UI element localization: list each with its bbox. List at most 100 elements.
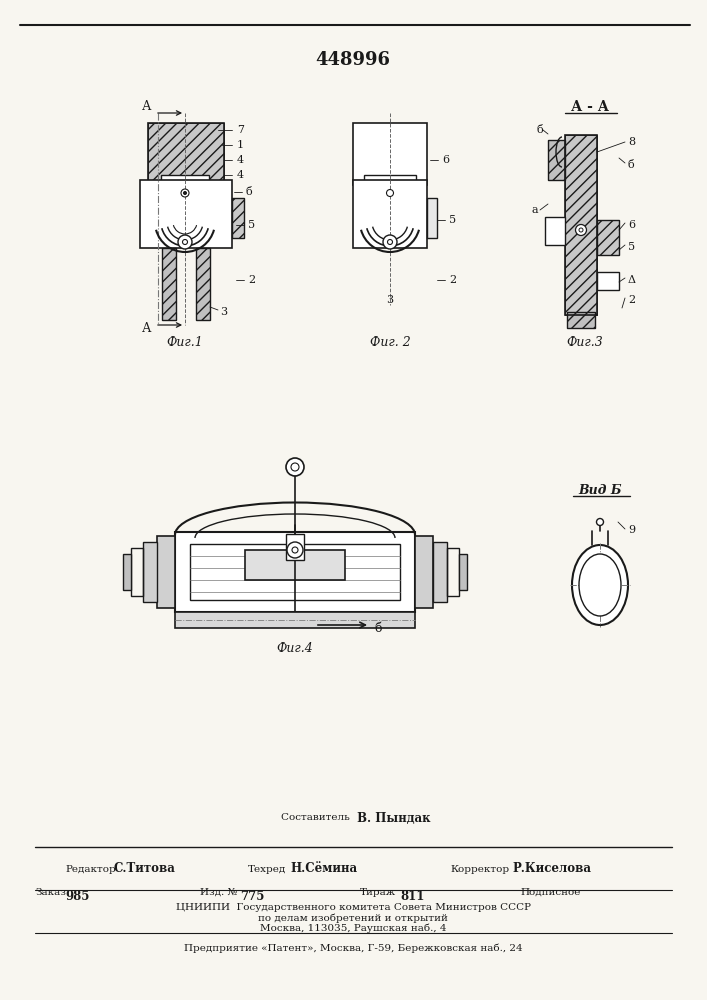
Text: 2: 2 <box>628 295 635 305</box>
Text: 2: 2 <box>248 275 255 285</box>
Text: Н.Сёмина: Н.Сёмина <box>290 862 357 876</box>
Bar <box>433 542 447 602</box>
Text: Изд. №: Изд. № <box>200 888 238 897</box>
Bar <box>181 181 188 197</box>
Bar <box>385 181 392 197</box>
Circle shape <box>575 225 587 235</box>
Bar <box>169 181 176 197</box>
Text: 2: 2 <box>449 275 456 285</box>
Text: Редактор: Редактор <box>65 864 116 874</box>
Bar <box>597 220 619 255</box>
Text: б: б <box>628 160 635 170</box>
Text: 4: 4 <box>237 155 244 165</box>
Text: 1: 1 <box>237 140 244 150</box>
Bar <box>286 534 304 560</box>
Bar <box>140 180 232 248</box>
Bar <box>415 536 433 608</box>
Text: Фиг.4: Фиг.4 <box>276 642 313 654</box>
Text: А: А <box>142 101 152 113</box>
Circle shape <box>181 189 189 197</box>
Bar <box>459 554 467 590</box>
Text: 5: 5 <box>628 242 635 252</box>
Text: 811: 811 <box>400 890 424 903</box>
Text: 448996: 448996 <box>315 51 390 69</box>
Text: а: а <box>532 205 538 215</box>
Bar <box>162 248 176 320</box>
Text: 6: 6 <box>442 155 449 165</box>
Bar <box>245 550 345 580</box>
Bar <box>353 180 427 248</box>
Circle shape <box>184 192 187 194</box>
Text: 6: 6 <box>628 220 635 230</box>
Bar <box>567 312 595 328</box>
Text: Корректор: Корректор <box>450 864 509 874</box>
Text: 7: 7 <box>237 125 244 135</box>
Text: А: А <box>142 322 152 336</box>
Text: 8: 8 <box>628 137 635 147</box>
Text: 3: 3 <box>387 295 394 305</box>
Text: С.Титова: С.Титова <box>113 862 175 876</box>
Text: Р.Киселова: Р.Киселова <box>512 862 591 876</box>
Bar <box>232 198 244 238</box>
Bar <box>565 135 597 315</box>
Bar <box>190 544 400 600</box>
Bar <box>232 198 244 238</box>
Bar <box>565 135 597 315</box>
Text: Подписное: Подписное <box>520 888 580 897</box>
Text: б: б <box>246 187 252 197</box>
Bar <box>597 220 619 255</box>
Bar <box>143 542 157 602</box>
Text: 775: 775 <box>240 890 264 903</box>
Text: Фиг.1: Фиг.1 <box>167 336 204 349</box>
Bar <box>427 198 437 238</box>
Text: Техред: Техред <box>248 864 286 874</box>
Bar <box>447 548 459 596</box>
Ellipse shape <box>579 554 621 616</box>
Bar <box>567 312 595 328</box>
Circle shape <box>286 458 304 476</box>
Bar <box>148 123 224 185</box>
Text: Заказ: Заказ <box>35 888 66 897</box>
Circle shape <box>383 235 397 249</box>
Bar <box>148 123 224 185</box>
Text: Москва, 113035, Раушская наб., 4: Москва, 113035, Раушская наб., 4 <box>259 923 446 933</box>
Circle shape <box>387 190 394 196</box>
Text: 4: 4 <box>237 170 244 180</box>
Bar <box>364 175 416 203</box>
Bar <box>545 217 565 245</box>
Bar <box>548 140 565 180</box>
Bar <box>175 532 415 612</box>
Text: б: б <box>374 621 382 635</box>
Bar <box>372 181 379 197</box>
Text: по делам изобретений и открытий: по делам изобретений и открытий <box>258 913 448 923</box>
Text: 985: 985 <box>65 890 89 903</box>
Bar <box>597 272 619 290</box>
Text: Фиг. 2: Фиг. 2 <box>370 336 410 349</box>
Bar <box>196 248 210 320</box>
Text: Тираж: Тираж <box>360 888 396 897</box>
Circle shape <box>597 518 604 526</box>
Text: Фиг.3: Фиг.3 <box>566 336 603 349</box>
Bar <box>548 140 565 180</box>
Bar <box>123 554 131 590</box>
Text: Составитель: Составитель <box>281 814 353 822</box>
Bar <box>196 248 210 320</box>
Circle shape <box>178 235 192 249</box>
Bar <box>161 175 209 203</box>
Bar <box>157 536 175 608</box>
Text: А - А: А - А <box>571 100 609 114</box>
Text: 3: 3 <box>220 307 227 317</box>
Ellipse shape <box>572 545 628 625</box>
Bar <box>162 248 176 320</box>
Text: 9: 9 <box>628 525 635 535</box>
Bar <box>131 548 143 596</box>
Circle shape <box>287 542 303 558</box>
Text: Вид Б: Вид Б <box>578 484 621 496</box>
Bar <box>175 612 415 628</box>
Bar <box>353 123 427 185</box>
Text: ЦНИИПИ  Государственного комитета Совета Министров СССР: ЦНИИПИ Государственного комитета Совета … <box>175 904 530 912</box>
Text: б: б <box>536 125 543 135</box>
Text: 5: 5 <box>449 215 456 225</box>
Text: Δ: Δ <box>628 275 636 285</box>
Text: 5: 5 <box>248 220 255 230</box>
